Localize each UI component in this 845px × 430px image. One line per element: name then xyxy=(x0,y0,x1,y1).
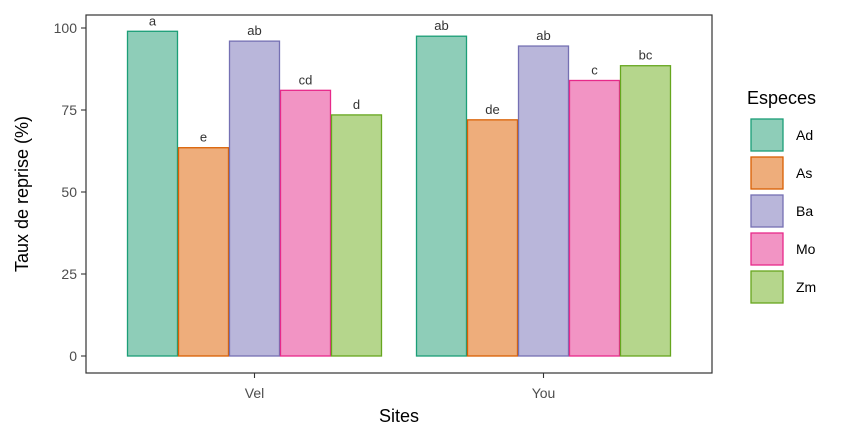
legend-key-ba xyxy=(750,194,784,228)
data-label-vel-ad: a xyxy=(149,13,157,28)
data-labels-layer: a e ab cd d ab de ab c bc xyxy=(149,13,653,144)
data-label-you-as: de xyxy=(485,102,499,117)
legend-label-ba: Ba xyxy=(796,203,813,219)
data-label-you-mo: c xyxy=(591,62,598,77)
x-axis-title: Sites xyxy=(379,406,419,426)
data-label-you-ad: ab xyxy=(434,18,448,33)
data-label-vel-as: e xyxy=(200,130,207,145)
legend: Especes Ad As Ba Mo Zm xyxy=(747,88,816,304)
legend-label-mo: Mo xyxy=(796,241,816,257)
bar-vel-ad xyxy=(126,30,179,357)
bar-you-zm xyxy=(619,65,672,357)
data-label-vel-ba: ab xyxy=(247,23,261,38)
legend-key-ad xyxy=(750,118,784,152)
y-tick-label-75: 75 xyxy=(61,102,77,118)
bars-layer xyxy=(126,30,672,357)
bar-you-ad xyxy=(415,35,468,357)
bar-vel-ba xyxy=(228,40,281,357)
bar-vel-as xyxy=(177,147,230,357)
x-axis: Vel You xyxy=(245,373,556,401)
data-label-vel-zm: d xyxy=(353,97,360,112)
y-tick-label-50: 50 xyxy=(61,184,77,200)
y-tick-label-100: 100 xyxy=(54,20,78,36)
bar-you-mo xyxy=(568,79,621,357)
data-label-vel-mo: cd xyxy=(299,72,313,87)
legend-key-as xyxy=(750,156,784,190)
x-tick-label-you: You xyxy=(532,385,556,401)
legend-label-as: As xyxy=(796,165,812,181)
data-label-you-zm: bc xyxy=(639,48,653,63)
x-tick-label-vel: Vel xyxy=(245,385,264,401)
plot-panel-border xyxy=(85,14,713,374)
legend-label-ad: Ad xyxy=(796,127,813,143)
y-tick-label-0: 0 xyxy=(69,348,77,364)
y-axis: 0 25 50 75 100 xyxy=(54,20,86,364)
legend-label-zm: Zm xyxy=(796,279,816,295)
bar-vel-zm xyxy=(330,114,383,357)
bar-vel-mo xyxy=(279,89,332,357)
data-label-you-ba: ab xyxy=(536,28,550,43)
legend-key-zm xyxy=(750,270,784,304)
legend-title: Especes xyxy=(747,88,816,108)
y-tick-label-25: 25 xyxy=(61,266,77,282)
bar-you-as xyxy=(466,119,519,357)
y-axis-title: Taux de reprise (%) xyxy=(12,116,32,272)
bar-you-ba xyxy=(517,45,570,357)
legend-key-mo xyxy=(750,232,784,266)
